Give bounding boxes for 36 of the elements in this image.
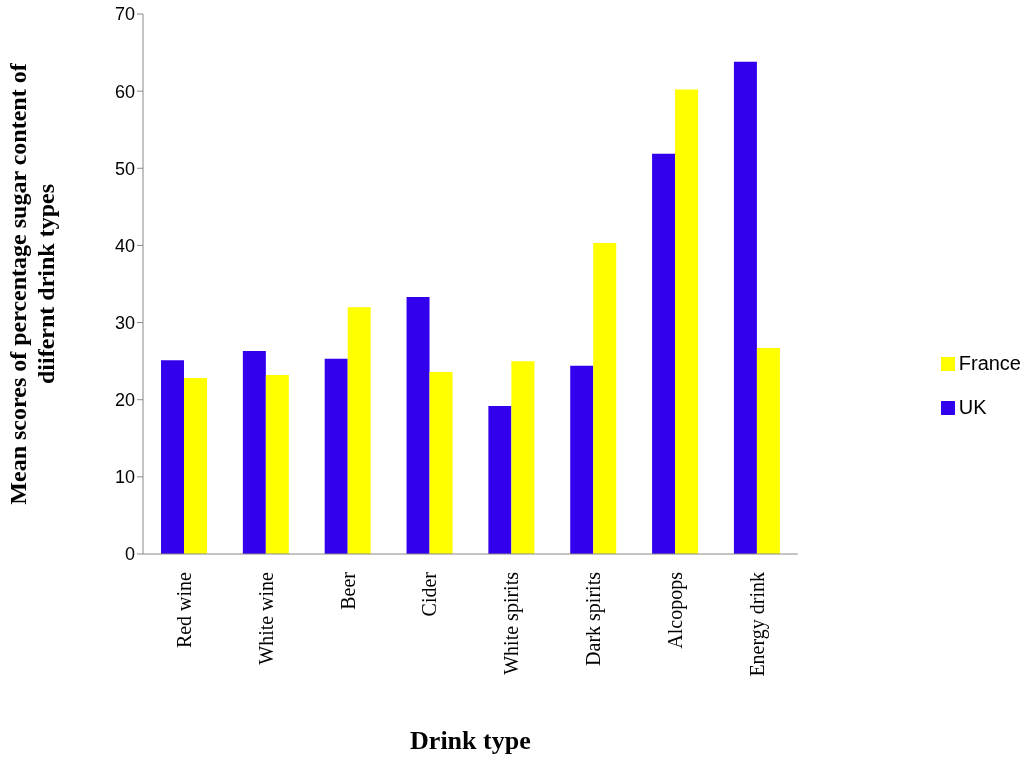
bar <box>347 307 371 554</box>
bar <box>593 243 617 554</box>
bar <box>756 348 780 554</box>
bar <box>406 297 430 554</box>
x-axis-title: Drink type <box>410 726 531 755</box>
y-tick-label: 40 <box>114 235 135 256</box>
bar <box>570 365 594 554</box>
y-tick-label: 0 <box>124 544 135 565</box>
bar <box>242 351 266 554</box>
x-tick-label: Alcopops <box>663 571 687 649</box>
y-tick-label: 10 <box>114 467 135 488</box>
bar <box>324 358 348 554</box>
x-tick-label: Cider <box>418 571 441 617</box>
y-tick-label: 20 <box>114 390 135 411</box>
bar <box>652 153 676 554</box>
y-tick-label: 30 <box>114 312 135 333</box>
legend-label: France <box>958 351 1021 374</box>
x-tick-label: White spirits <box>500 571 524 675</box>
bar <box>184 378 208 554</box>
x-tick-label: Red wine <box>172 571 195 649</box>
x-tick-label: Energy drink <box>745 572 769 677</box>
bar <box>265 375 289 554</box>
bar <box>429 371 453 554</box>
bar <box>488 405 512 554</box>
y-tick-label: 50 <box>114 158 135 179</box>
x-tick-label: White wine <box>254 571 277 665</box>
y-tick-label: 60 <box>114 81 135 102</box>
bar <box>161 360 185 554</box>
x-tick-label: Dark spirits <box>582 571 606 666</box>
bar <box>675 89 699 554</box>
y-tick-label: 70 <box>114 4 135 25</box>
bar <box>511 361 535 554</box>
legend-label: UK <box>958 395 987 418</box>
bar <box>733 61 757 554</box>
x-tick-label: Beer <box>336 571 359 610</box>
y-axis-title: Mean scores of percentage sugar content of diifernt drink types <box>5 62 59 505</box>
